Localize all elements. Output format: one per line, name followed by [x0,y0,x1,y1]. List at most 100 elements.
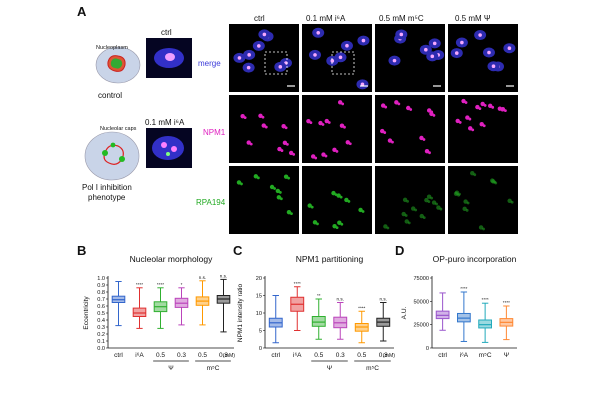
micro-nucleolus [478,33,482,37]
micro-spot [310,205,314,209]
micro-spot [507,198,512,204]
micro-spot [422,138,426,141]
micro-spot [327,121,331,124]
micro-spot [468,117,472,121]
micro-spot [439,207,443,211]
significance-label: n.s. [220,273,227,278]
micro-spot [475,104,480,110]
significance-label: **** [482,297,489,302]
micro-spot [465,208,469,212]
zoom-box [331,51,355,75]
micro-spot [287,176,291,180]
nucleus-cartoon-pol1 [84,131,140,181]
micro-spot [278,191,282,194]
micro-tile [448,166,518,234]
box-1 [457,291,471,342]
y-tick-label: 10 [256,311,262,317]
box-2 [311,298,326,340]
micro-spot [380,103,386,108]
box-3 [333,302,348,340]
nucleus-cartoon-control [95,46,141,84]
micro-spot [236,180,242,185]
micro-spot [280,149,284,152]
micro-spot [310,154,316,159]
box-0 [268,295,283,344]
x-category-label: ctrl [114,352,123,359]
zoom-box [264,51,288,75]
row-label-merge: merge [198,59,221,68]
micro-spot [419,135,424,141]
micro-spot [332,147,337,153]
y-tick-label: 0.1 [97,339,105,345]
micro-spot [258,113,263,118]
micro-spot [243,116,247,120]
micro-spot [497,106,503,111]
micro-spot [504,109,507,113]
significance-label: n.s. [199,275,206,280]
micro-spot [384,105,388,109]
y-tick-label: 25000 [413,323,429,329]
micro-tile [375,95,445,163]
x-category-label: i⁶A [293,352,302,359]
panel-c-letter: C [233,243,243,258]
col-label-i6a: 0.1 mM i⁶A [306,14,346,23]
y-tick-label: 20 [256,276,262,282]
micro-spot [406,105,411,111]
micro-nucleolus [247,53,251,57]
micro-spot [335,149,339,153]
box-0 [435,292,450,331]
micro-spot [391,140,394,144]
y-tick-label: 0.7 [97,297,105,303]
significance-label: n.s. [380,297,387,302]
micro-spot [335,226,339,230]
micro-nucleolus [262,32,267,37]
y-tick-label: 15 [256,294,262,300]
micro-spot [409,108,413,111]
micro-spot [466,201,470,205]
nucleoplasm-label: Nucleoplasm [96,45,128,51]
micro-nucleolus [361,38,366,43]
micro-tile [229,166,299,234]
micro-nucleolus [430,54,435,59]
micro-spot [314,156,318,160]
micro-nucleolus [338,55,343,60]
significance-label: **** [503,300,510,305]
micro-spot [321,152,326,157]
chart-title: Nucleolar morphology [130,254,213,264]
micro-spot [307,203,312,208]
box-5 [376,302,391,342]
micro-spot [457,193,460,197]
micro-spot [246,140,251,145]
micro-spot [430,110,434,114]
micro-spot [339,195,343,199]
significance-label: * [181,282,183,287]
significance-label: **** [157,282,164,287]
unit-label: (mM) [223,353,235,359]
micro-spot [453,191,459,196]
micro-spot [256,176,260,180]
x-category-label: 0.5 [198,352,207,359]
x-category-label: Ψ [504,352,509,359]
micro-spot [432,113,436,117]
micro-spot [361,210,365,213]
micro-spot [470,171,475,176]
micro-spot [273,187,276,190]
inset-label-ctrl: ctrl [161,28,172,37]
y-tick-label: 5 [259,329,262,335]
micro-spot [282,140,288,146]
significance-label: **** [460,286,467,291]
micro-spot [465,115,470,120]
y-tick-label: 0.8 [97,290,105,296]
micro-spot [269,184,275,190]
inset-image-i6a [146,128,192,168]
x-category-label: i⁶A [460,352,469,359]
micro-spot [500,108,504,112]
micro-spot [277,146,282,152]
cartoon-caption-pol1: Pol I inhibition [82,183,132,192]
micro-spot [426,194,432,199]
micro-spot [283,174,289,179]
y-tick-label: 75000 [413,276,429,282]
micro-spot [491,179,496,184]
micro-spot [253,174,259,179]
micro-spot [406,199,410,203]
